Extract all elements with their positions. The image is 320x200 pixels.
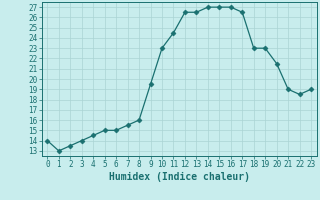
X-axis label: Humidex (Indice chaleur): Humidex (Indice chaleur) (109, 172, 250, 182)
